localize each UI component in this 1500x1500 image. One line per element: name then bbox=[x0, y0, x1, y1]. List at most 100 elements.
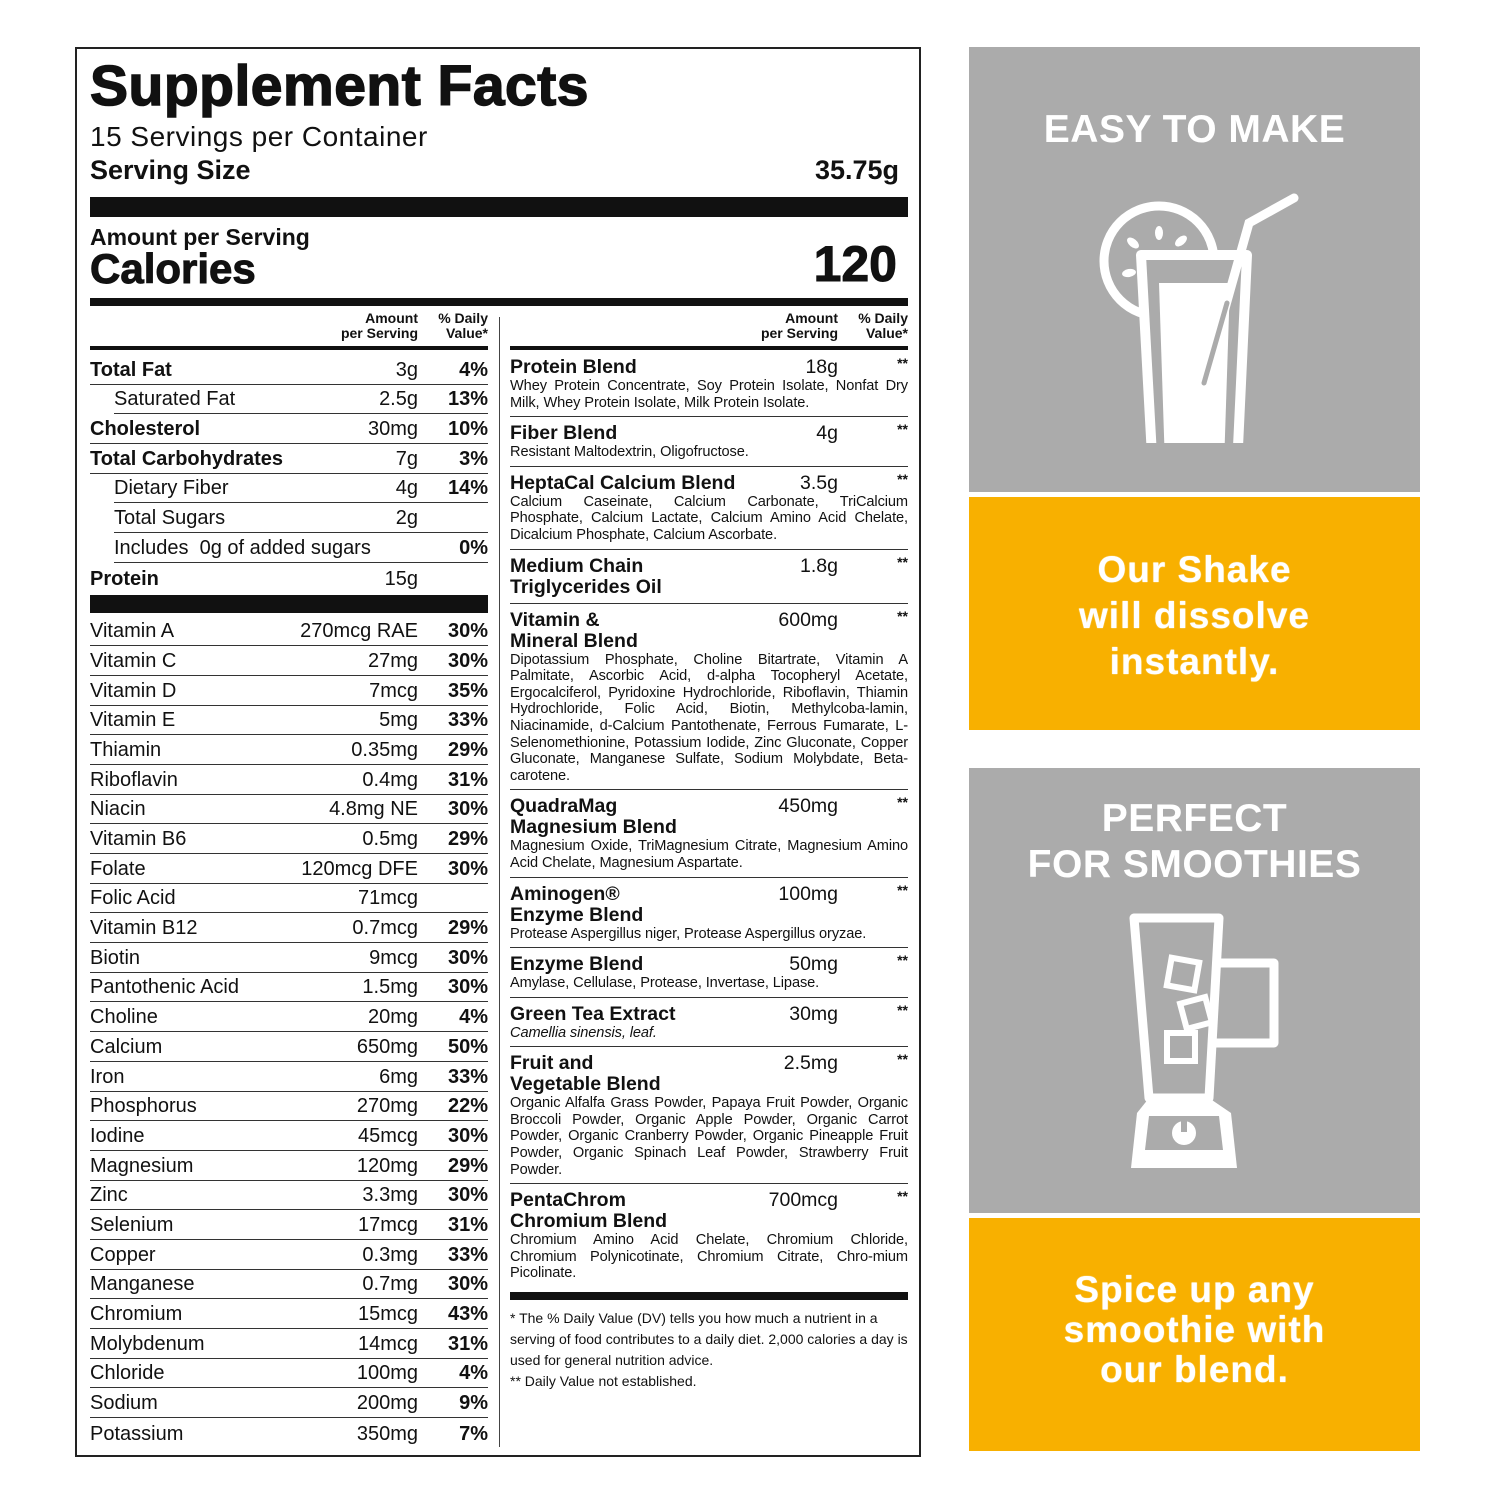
nutrient-amount: 17mcg bbox=[357, 1213, 418, 1236]
blend-ingredients: Calcium Caseinate, Calcium Carbonate, Tr… bbox=[510, 493, 908, 543]
blend-name: Fiber Blend bbox=[510, 422, 618, 445]
blend-name: HeptaCal Calcium Blend bbox=[510, 471, 736, 494]
nutrient-amount: 27mg bbox=[367, 649, 418, 672]
nutrient-dv: 31% bbox=[447, 768, 488, 791]
blend-name: Protein Blend bbox=[510, 356, 637, 378]
nutrient-row: Chromium 15mcg 43% bbox=[90, 1299, 488, 1329]
nutrient-name: Choline bbox=[90, 1006, 158, 1029]
nutrient-amount: 0.7mg bbox=[362, 1273, 418, 1296]
blend-amount: 600mg bbox=[778, 608, 838, 631]
nutrient-name: Total Fat bbox=[90, 358, 172, 381]
col-amount-right: Amount per Serving bbox=[760, 310, 838, 341]
blend-ingredients: Organic Alfalfa Grass Powder, Papaya Fru… bbox=[510, 1095, 908, 1178]
nutrient-row: Total Fat 3g 4% bbox=[90, 355, 488, 385]
medium-divider bbox=[90, 298, 908, 306]
nutrient-dv: 30% bbox=[447, 1273, 488, 1296]
blend-dv: ** bbox=[897, 553, 908, 570]
calories-label: Calories bbox=[90, 245, 257, 293]
nutrient-dv: 33% bbox=[447, 1065, 488, 1088]
nutrient-row: Iron 6mg 33% bbox=[90, 1062, 488, 1092]
blend-header: QuadraMag Magnesium Blend 450mg ** bbox=[510, 794, 908, 839]
supplement-facts-label: Supplement Facts 15 Servings per Contain… bbox=[75, 47, 921, 1457]
nutrient-dv: 13% bbox=[447, 388, 488, 411]
blend-ingredients: Protease Aspergillus niger, Protease Asp… bbox=[510, 925, 867, 942]
nutrient-row: Vitamin D 7mcg 35% bbox=[90, 676, 488, 706]
drink-glass-icon bbox=[1099, 193, 1299, 443]
nutrient-amount: 0.5mg bbox=[362, 828, 418, 850]
nutrient-row: Molybdenum 14mcg 31% bbox=[90, 1329, 488, 1359]
nutrient-name: Vitamin B12 bbox=[90, 917, 198, 940]
nutrient-row: Riboflavin 0.4mg 31% bbox=[90, 765, 488, 795]
nutrient-amount: 7mcg bbox=[369, 679, 418, 702]
nutrient-name: Folate bbox=[90, 857, 146, 880]
nutrient-dv: 30% bbox=[447, 1124, 488, 1147]
nutrient-dv: 33% bbox=[447, 1243, 488, 1266]
nutrient-dv: 0% bbox=[459, 536, 488, 559]
blend-name: QuadraMag Magnesium Blend bbox=[510, 795, 677, 839]
nutrient-list: Total Fat 3g 4% Saturated Fat 2.5g 13% Cholest… bbox=[90, 355, 488, 1448]
nutrient-name: Biotin bbox=[90, 946, 141, 969]
nutrient-name: Chromium bbox=[90, 1303, 183, 1325]
nutrient-name: Iron bbox=[90, 1065, 125, 1088]
nutrient-row: Folate 120mcg DFE 30% bbox=[90, 854, 488, 884]
nutrient-name: Iodine bbox=[90, 1124, 145, 1147]
nutrient-amount: 270mcg RAE bbox=[300, 620, 418, 643]
nutrient-amount: 0.35mg bbox=[351, 738, 418, 761]
nutrient-amount: 0.7mcg bbox=[352, 917, 418, 940]
nutrient-row: Manganese 0.7mg 30% bbox=[90, 1270, 488, 1300]
blend-name: Aminogen® Enzyme Blend bbox=[510, 882, 644, 926]
nutrient-dv: 31% bbox=[447, 1213, 488, 1236]
nutrient-name: Saturated Fat bbox=[114, 388, 236, 411]
nutrient-row: Vitamin A 270mcg RAE 30% bbox=[90, 617, 488, 647]
nutrient-dv: 22% bbox=[447, 1095, 488, 1118]
nutrient-row: Sodium 200mg 9% bbox=[90, 1388, 488, 1419]
nutrient-amount: 350mg bbox=[356, 1422, 418, 1445]
serving-size-value: 35.75g bbox=[814, 155, 899, 185]
nutrient-name: Pantothenic Acid bbox=[90, 976, 239, 999]
blend-amount: 30mg bbox=[789, 1002, 838, 1025]
nutrient-amount: 7g bbox=[395, 447, 418, 470]
blend-name: Green Tea Extract bbox=[510, 1002, 676, 1025]
blend-name: Vitamin & Mineral Blend bbox=[510, 608, 638, 652]
nutrient-row: Vitamin E 5mg 33% bbox=[90, 706, 488, 736]
nutrient-name: Total Carbohydrates bbox=[90, 447, 283, 470]
facts-title: Supplement Facts bbox=[89, 53, 589, 119]
blend-dv: ** bbox=[897, 1001, 908, 1018]
servings-per-container: 15 Servings per Container bbox=[90, 121, 428, 152]
blend-amount: 2.5mg bbox=[783, 1052, 838, 1075]
blend-header: Vitamin & Mineral Blend 600mg ** bbox=[510, 608, 908, 652]
blend-amount: 700mcg bbox=[768, 1189, 838, 1212]
panel-text: Spice up any smoothie with our blend. bbox=[1063, 1269, 1326, 1390]
blend-item: PentaChrom Chromium Blend 700mcg ** Chromiu… bbox=[510, 1188, 908, 1287]
nutrient-amount: 2g bbox=[395, 507, 418, 530]
nutrient-name: Sodium bbox=[90, 1392, 158, 1415]
nutrient-dv: 14% bbox=[447, 477, 488, 500]
nutrient-name: Vitamin C bbox=[90, 649, 177, 672]
nutrient-row: Magnesium 120mg 29% bbox=[90, 1151, 488, 1181]
nutrient-dv: 10% bbox=[447, 418, 488, 441]
nutrient-name: Manganese bbox=[90, 1273, 195, 1296]
nutrient-row: Thiamin 0.35mg 29% bbox=[90, 735, 488, 765]
footnote: * The % Daily Value (DV) tells you how m… bbox=[510, 1308, 908, 1392]
blend-ingredients: Resistant Maltodextrin, Oligofructose. bbox=[510, 444, 749, 461]
nutrient-name: Molybdenum bbox=[90, 1332, 205, 1355]
blend-item: Fiber Blend 4g ** Resistant Maltodextrin, O… bbox=[510, 421, 908, 467]
nutrient-amount: 650mg bbox=[356, 1035, 418, 1058]
nutrient-row: Niacin 4.8mg NE 30% bbox=[90, 795, 488, 825]
nutrient-name: Potassium bbox=[90, 1422, 184, 1445]
nutrient-amount: 0.3mg bbox=[362, 1243, 418, 1266]
nutrient-name: Copper bbox=[90, 1243, 156, 1266]
blend-item: Vitamin & Mineral Blend 600mg ** Dipotassiu… bbox=[510, 608, 908, 791]
blend-header: Fruit and Vegetable Blend 2.5mg ** bbox=[510, 1051, 908, 1095]
nutrient-dv: 29% bbox=[447, 917, 488, 940]
nutrient-row: Pantothenic Acid 1.5mg 30% bbox=[90, 973, 488, 1003]
nutrient-dv: 30% bbox=[447, 798, 488, 821]
nutrient-name: Thiamin bbox=[90, 738, 162, 761]
nutrient-row: Protein 15g bbox=[90, 563, 488, 593]
blend-dv: ** bbox=[897, 794, 908, 811]
blend-amount: 4g bbox=[816, 422, 838, 445]
footnote-dv: * The % Daily Value (DV) tells you how m… bbox=[510, 1310, 908, 1369]
blend-amount: 50mg bbox=[789, 953, 838, 976]
blend-amount: 450mg bbox=[778, 795, 838, 818]
nutrient-name: Protein bbox=[90, 567, 159, 590]
